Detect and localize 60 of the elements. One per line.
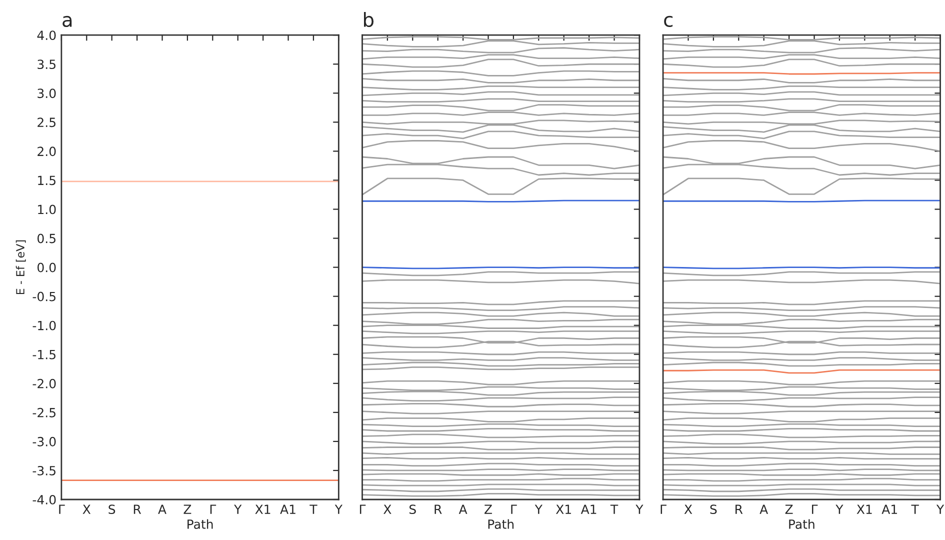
y-tick-label: -1.5 bbox=[32, 350, 56, 360]
chart-title: a bbox=[62, 16, 72, 28]
x-tick-label: Y bbox=[234, 504, 242, 514]
y-tick-label: -3.0 bbox=[32, 436, 56, 446]
x-tick-label: Y bbox=[936, 504, 944, 514]
x-tick-label: X1 bbox=[255, 504, 270, 514]
x-tick-label: A bbox=[760, 504, 768, 514]
y-tick-label: -1.0 bbox=[32, 320, 56, 330]
y-tick-label: -2.0 bbox=[32, 378, 56, 388]
x-tick-label: X bbox=[82, 504, 91, 514]
y-tick-label: 0.5 bbox=[38, 234, 56, 244]
x-tick-label: Z bbox=[484, 504, 492, 514]
x-tick-label: Z bbox=[184, 504, 192, 514]
x-axis-title: Path bbox=[488, 519, 514, 529]
x-tick-label: Γ bbox=[360, 504, 366, 514]
y-tick-label: 2.5 bbox=[38, 118, 56, 128]
x-tick-label: R bbox=[434, 504, 442, 514]
y-tick-label: -4.0 bbox=[32, 494, 56, 504]
y-tick-label: 4.0 bbox=[37, 30, 56, 40]
y-tick-label: 0.0 bbox=[38, 262, 56, 272]
x-tick-label: Γ bbox=[59, 504, 65, 514]
y-axis-title: E - Ef [eV] bbox=[16, 240, 26, 294]
x-tick-label: R bbox=[134, 504, 142, 514]
x-tick-label: S bbox=[409, 504, 416, 514]
x-tick-label: A1 bbox=[280, 504, 296, 514]
x-tick-label: T bbox=[610, 504, 618, 514]
x-tick-label: A bbox=[458, 504, 468, 514]
y-tick-label: 3.5 bbox=[38, 60, 56, 70]
x-tick-label: A bbox=[158, 504, 166, 514]
x-tick-label: Y bbox=[334, 504, 343, 514]
y-tick-label: 2.0 bbox=[38, 146, 56, 156]
x-tick-label: S bbox=[710, 504, 717, 514]
x-tick-label: T bbox=[911, 504, 919, 514]
chart-title: b bbox=[364, 12, 374, 28]
x-tick-label: T bbox=[310, 504, 318, 514]
y-tick-label: 3.0 bbox=[38, 88, 56, 98]
x-tick-label: X1 bbox=[556, 504, 571, 514]
x-tick-label: A1 bbox=[580, 504, 596, 514]
x-tick-label: Y bbox=[636, 504, 644, 514]
y-tick-label: 1.5 bbox=[38, 176, 56, 186]
y-tick-label: 1.0 bbox=[38, 204, 56, 214]
x-tick-label: Γ bbox=[660, 504, 666, 514]
x-tick-label: Γ bbox=[812, 504, 818, 514]
y-tick-label: -0.5 bbox=[32, 292, 56, 302]
x-tick-label: R bbox=[736, 504, 743, 514]
x-tick-label: S bbox=[108, 504, 116, 514]
x-tick-label: Γ bbox=[210, 504, 216, 514]
chart-title: c bbox=[664, 16, 673, 28]
x-tick-label: Y bbox=[836, 504, 844, 514]
x-tick-label: X bbox=[384, 504, 392, 514]
x-tick-label: Y bbox=[534, 504, 542, 514]
x-tick-label: Z bbox=[785, 504, 793, 514]
y-tick-label: -2.5 bbox=[32, 408, 56, 418]
x-tick-label: Γ bbox=[511, 504, 517, 514]
x-axis-title: Path bbox=[789, 519, 814, 529]
y-tick-label: -3.5 bbox=[32, 466, 56, 476]
x-tick-label: A1 bbox=[882, 504, 897, 514]
x-tick-label: X bbox=[684, 504, 692, 514]
x-axis-title: Path bbox=[188, 519, 213, 529]
x-tick-label: X1 bbox=[856, 504, 872, 514]
